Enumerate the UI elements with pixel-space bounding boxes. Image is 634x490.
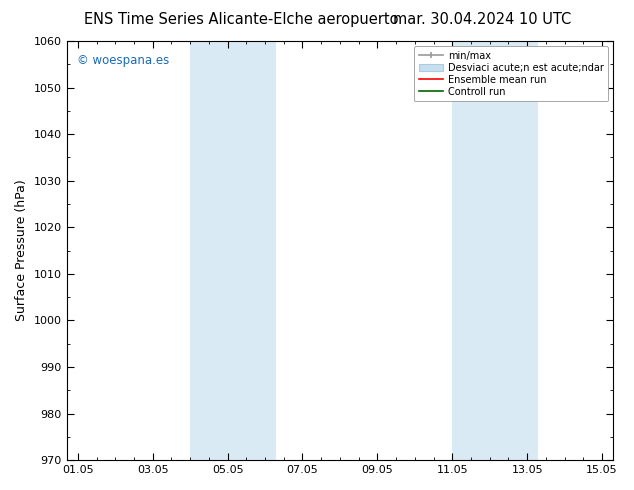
Text: mar. 30.04.2024 10 UTC: mar. 30.04.2024 10 UTC (392, 12, 571, 27)
Text: ENS Time Series Alicante-Elche aeropuerto: ENS Time Series Alicante-Elche aeropuert… (84, 12, 398, 27)
Bar (452, 41, 538, 460)
Text: © woespana.es: © woespana.es (77, 53, 170, 67)
Legend: min/max, Desviaci acute;n est acute;ndar, Ensemble mean run, Controll run: min/max, Desviaci acute;n est acute;ndar… (413, 46, 609, 101)
Bar (190, 41, 276, 460)
Y-axis label: Surface Pressure (hPa): Surface Pressure (hPa) (15, 180, 28, 321)
